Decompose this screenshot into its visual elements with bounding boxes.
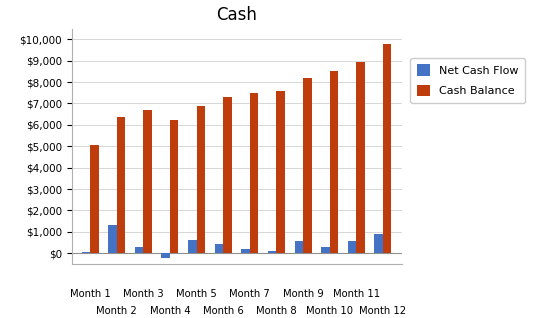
Text: Month 10: Month 10 xyxy=(306,306,353,315)
Bar xyxy=(108,225,117,253)
Bar xyxy=(321,247,329,253)
Bar xyxy=(375,234,383,253)
Bar xyxy=(348,241,356,253)
Text: Month 6: Month 6 xyxy=(203,306,244,315)
Bar xyxy=(329,72,338,253)
Bar xyxy=(250,93,258,253)
Bar xyxy=(170,120,179,253)
Bar xyxy=(294,241,303,253)
Bar xyxy=(356,62,365,253)
Bar xyxy=(117,117,125,253)
Bar xyxy=(90,145,98,253)
Text: Month 11: Month 11 xyxy=(333,289,380,299)
Text: Month 4: Month 4 xyxy=(150,306,190,315)
Text: Month 12: Month 12 xyxy=(359,306,406,315)
Bar xyxy=(144,110,152,253)
Bar xyxy=(303,78,311,253)
Bar xyxy=(277,91,285,253)
Bar xyxy=(81,252,90,253)
Bar xyxy=(214,244,223,253)
Title: Cash: Cash xyxy=(216,6,257,24)
Text: Month 3: Month 3 xyxy=(123,289,164,299)
Text: Month 5: Month 5 xyxy=(176,289,217,299)
Bar xyxy=(268,251,277,253)
Text: Month 8: Month 8 xyxy=(256,306,297,315)
Text: Month 9: Month 9 xyxy=(283,289,323,299)
Bar xyxy=(188,240,196,253)
Bar xyxy=(223,97,232,253)
Text: Month 2: Month 2 xyxy=(96,306,137,315)
Bar xyxy=(383,44,392,253)
Bar xyxy=(162,253,170,258)
Bar xyxy=(196,106,205,253)
Legend: Net Cash Flow, Cash Balance: Net Cash Flow, Cash Balance xyxy=(410,58,525,103)
Bar xyxy=(241,249,250,253)
Text: Month 1: Month 1 xyxy=(70,289,111,299)
Text: Month 7: Month 7 xyxy=(229,289,270,299)
Bar xyxy=(135,247,144,253)
